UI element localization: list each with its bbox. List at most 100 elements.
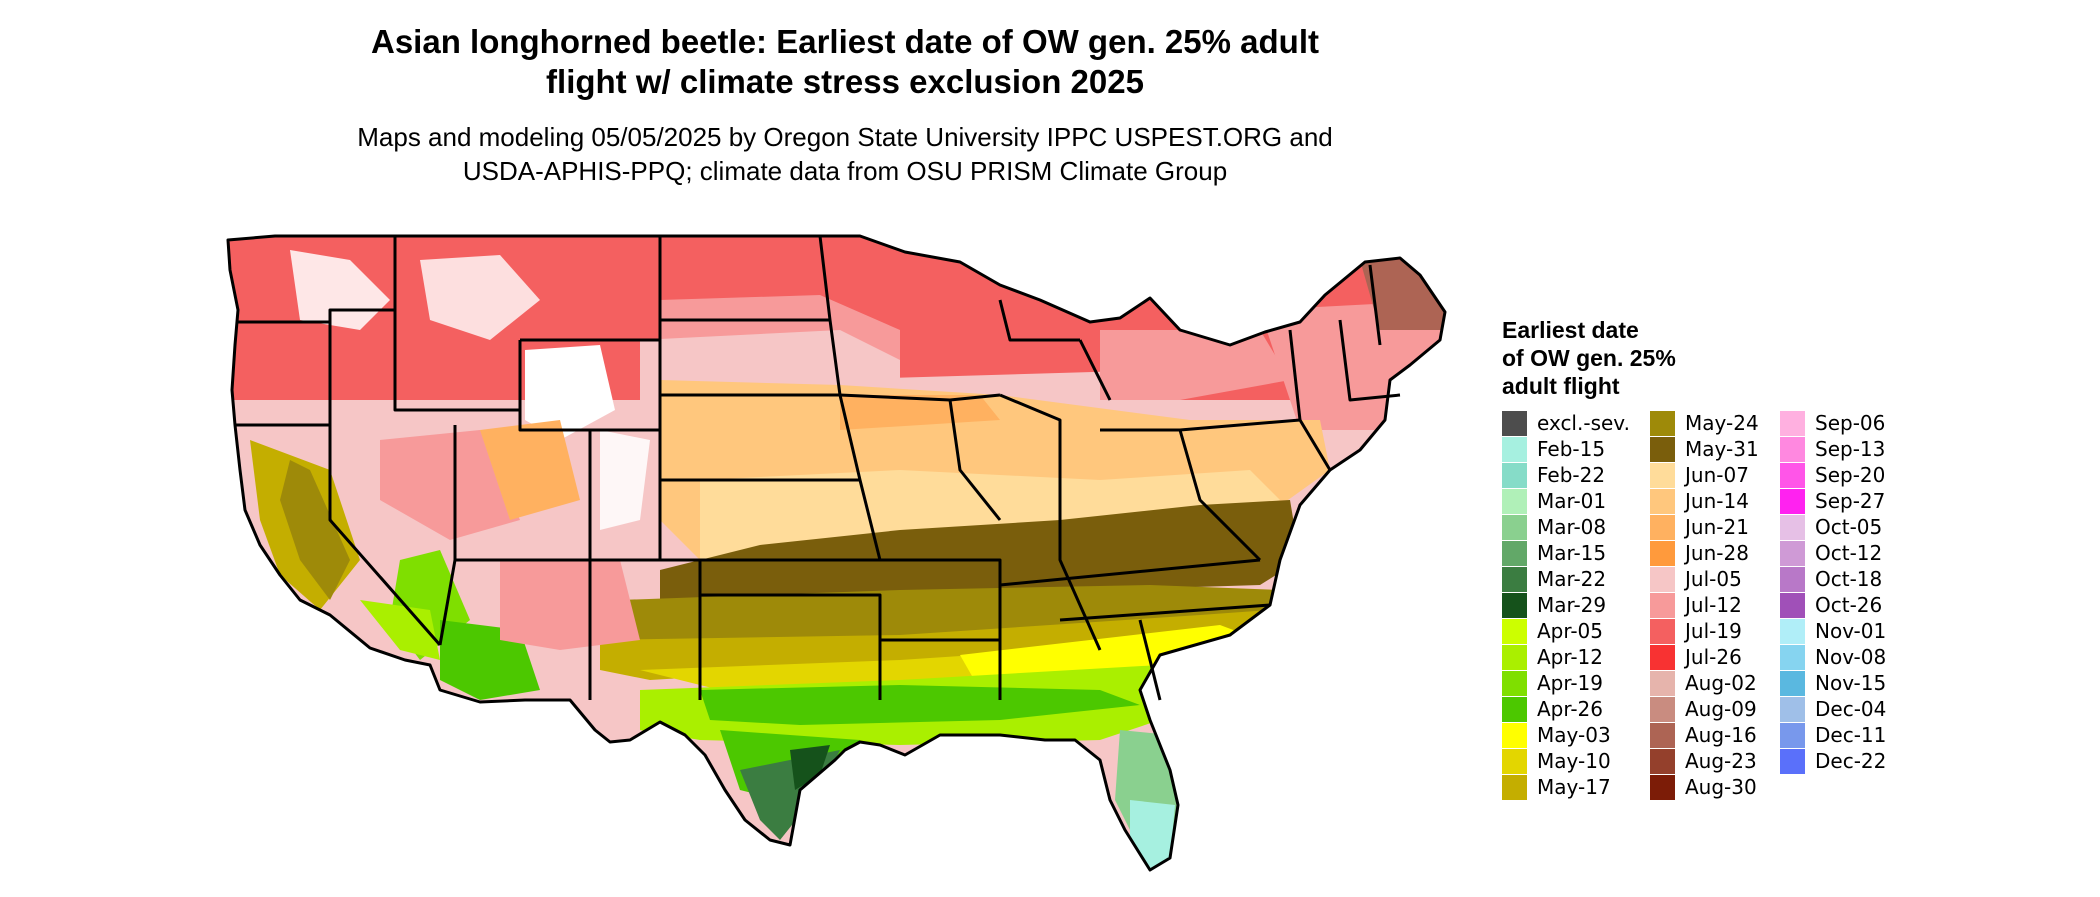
legend-swatch (1780, 514, 1805, 540)
border-id-mt-wy (393, 236, 520, 412)
legend-swatch (1650, 514, 1675, 540)
legend-label: Nov-01 (1815, 619, 1887, 643)
legend-item: Jun-28 (1650, 540, 1759, 566)
legend-swatch (1650, 696, 1675, 722)
legend-swatch (1502, 722, 1527, 748)
legend-label: Mar-01 (1537, 489, 1607, 513)
zone-apr-12-arizona (360, 600, 440, 660)
legend-swatch (1780, 410, 1805, 436)
legend-item: May-10 (1502, 748, 1630, 774)
map-title-line-1: Asian longhorned beetle: Earliest date o… (371, 23, 1319, 60)
legend-swatch (1650, 436, 1675, 462)
border-ny (1288, 329, 1302, 421)
legend-swatch (1780, 566, 1805, 592)
legend-label: Apr-26 (1537, 697, 1603, 721)
legend-label: Jun-14 (1685, 489, 1749, 513)
legend-label: May-24 (1685, 411, 1759, 435)
legend-swatch (1502, 514, 1527, 540)
legend-swatch (1650, 722, 1675, 748)
legend-swatch (1502, 566, 1527, 592)
legend-item: Feb-22 (1502, 462, 1630, 488)
legend-swatch (1780, 488, 1805, 514)
zone-may-24-california (280, 460, 350, 600)
legend-label: Aug-23 (1685, 749, 1757, 773)
legend-swatch (1502, 410, 1527, 436)
legend-swatch (1502, 488, 1527, 514)
legend-title-line-1: Earliest date (1502, 317, 1639, 343)
map-subtitle: Maps and modeling 05/05/2025 by Oregon S… (190, 120, 1500, 188)
legend-swatch (1780, 722, 1805, 748)
border-ga-fl (1138, 619, 1162, 701)
legend-swatch (1780, 462, 1805, 488)
legend-label: May-31 (1685, 437, 1759, 461)
legend-label: Jul-19 (1685, 619, 1742, 643)
legend-label: Sep-20 (1815, 463, 1886, 487)
legend-column-1: excl.-sev. Feb-15 Feb-22 Mar-01 Mar-08 Mar-15… (1502, 410, 1630, 800)
legend-swatch (1780, 670, 1805, 696)
border-il (948, 399, 1002, 521)
legend-item: Jun-21 (1650, 514, 1759, 540)
border-ga-al (1059, 603, 1271, 622)
border-new-england (1338, 319, 1401, 402)
legend-swatch (1502, 436, 1527, 462)
legend-label: Oct-26 (1815, 593, 1883, 617)
legend-label: Jun-28 (1685, 541, 1749, 565)
legend-item: Aug-16 (1650, 722, 1759, 748)
legend-column-2: May-24 May-31 Jun-07 Jun-14 Jun-21 Jun-28 Jul-… (1650, 410, 1759, 800)
legend-label: Jun-21 (1685, 515, 1749, 539)
legend-swatch (1650, 670, 1675, 696)
legend-label: Dec-11 (1815, 723, 1887, 747)
legend-item: May-17 (1502, 774, 1630, 800)
legend-swatch (1650, 618, 1675, 644)
legend-label: Jul-05 (1685, 567, 1742, 591)
legend-label: Sep-06 (1815, 411, 1886, 435)
border-in (999, 393, 1102, 651)
legend-item: Sep-06 (1780, 410, 1886, 436)
legend-swatch (1650, 410, 1675, 436)
zone-jul-12-arizona (500, 560, 640, 650)
legend-label: Aug-09 (1685, 697, 1757, 721)
legend-item: Apr-26 (1502, 696, 1630, 722)
legend-label: Oct-05 (1815, 515, 1883, 539)
legend-label: Apr-05 (1537, 619, 1603, 643)
legend-item: Nov-01 (1780, 618, 1886, 644)
legend-label: May-10 (1537, 749, 1611, 773)
legend-swatch (1650, 462, 1675, 488)
legend-label: Aug-02 (1685, 671, 1757, 695)
zone-may-24 (620, 585, 1280, 650)
legend-item: excl.-sev. (1502, 410, 1630, 436)
legend-label: Sep-27 (1815, 489, 1886, 513)
legend-item: Mar-01 (1502, 488, 1630, 514)
legend-label: Apr-12 (1537, 645, 1603, 669)
legend-label: Feb-15 (1537, 437, 1606, 461)
legend-swatch (1502, 748, 1527, 774)
country-outline (226, 234, 1447, 872)
legend-item: Sep-27 (1780, 488, 1886, 514)
legend-item: Oct-18 (1780, 566, 1886, 592)
zone-jun-21-utah (480, 420, 580, 520)
legend-label: Apr-19 (1537, 671, 1603, 695)
border-tn (999, 558, 1261, 587)
legend-label: Jul-26 (1685, 645, 1742, 669)
legend-item: Sep-20 (1780, 462, 1886, 488)
map-panel (226, 234, 1447, 872)
legend-label: May-17 (1537, 775, 1611, 799)
legend-item: Dec-11 (1780, 722, 1886, 748)
legend-label: Jun-07 (1685, 463, 1749, 487)
legend-label: Jul-12 (1685, 593, 1742, 617)
legend-item: Apr-19 (1502, 670, 1630, 696)
legend-column-3: Sep-06 Sep-13 Sep-20 Sep-27 Oct-05 Oct-12 Oct-… (1780, 410, 1886, 774)
zone-apr-26 (700, 685, 1140, 725)
legend-swatch (1650, 540, 1675, 566)
legend-swatch (1780, 436, 1805, 462)
map-subtitle-line-2: USDA-APHIS-PPQ; climate data from OSU PR… (462, 156, 1228, 186)
legend-swatch (1502, 774, 1527, 800)
legend-swatch (1650, 774, 1675, 800)
conus-map (226, 234, 1447, 872)
legend-item: Mar-15 (1502, 540, 1630, 566)
border-wi (998, 299, 1080, 342)
legend-item: May-03 (1502, 722, 1630, 748)
legend-item: Nov-08 (1780, 644, 1886, 670)
legend-item: Aug-09 (1650, 696, 1759, 722)
border-ar-ms (880, 558, 1002, 700)
